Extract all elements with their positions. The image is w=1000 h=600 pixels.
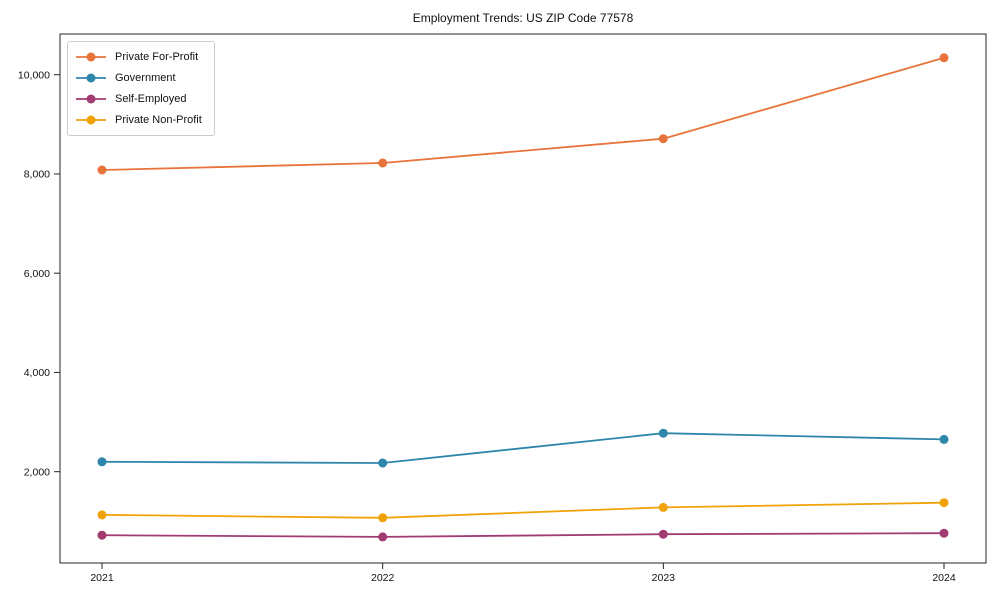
legend-marker-self-employed <box>76 94 106 104</box>
y-tick-label: 8,000 <box>24 169 50 181</box>
x-tick-label: 2023 <box>652 572 676 584</box>
legend-label: Private For-Profit <box>115 51 199 63</box>
legend-item-private-non-profit: Private Non-Profit <box>75 112 202 128</box>
data-point-self-employed <box>939 528 949 538</box>
x-tick-label: 2024 <box>932 572 956 584</box>
data-point-private-non-profit <box>378 513 388 523</box>
legend-label: Government <box>115 72 176 84</box>
data-point-private-non-profit <box>97 510 107 520</box>
legend-label: Private Non-Profit <box>115 114 202 126</box>
data-point-government <box>97 457 107 467</box>
data-point-private-for-profit <box>378 158 388 168</box>
legend-marker-private-for-profit <box>76 52 106 62</box>
legend-marker-private-non-profit <box>76 115 106 125</box>
y-tick-label: 6,000 <box>24 268 50 280</box>
series-line-private-for-profit <box>101 56 945 171</box>
data-point-government <box>939 434 949 444</box>
x-tick-label: 2021 <box>90 572 114 584</box>
data-point-government <box>378 458 388 468</box>
legend-item-government: Government <box>75 70 202 86</box>
series-line-private-non-profit <box>101 501 945 519</box>
data-point-private-for-profit <box>939 53 949 63</box>
series-line-self-employed <box>101 532 945 538</box>
data-point-private-for-profit <box>658 134 668 144</box>
data-point-private-non-profit <box>658 502 668 512</box>
data-point-private-for-profit <box>97 165 107 175</box>
data-point-government <box>658 428 668 438</box>
series-line-government <box>101 432 945 464</box>
legend-label: Self-Employed <box>115 93 187 105</box>
legend-item-private-for-profit: Private For-Profit <box>75 49 202 65</box>
data-point-self-employed <box>658 529 668 539</box>
legend-item-self-employed: Self-Employed <box>75 91 202 107</box>
legend-marker-government <box>76 73 106 83</box>
legend: Private For-Profit Government Self-Employe… <box>67 41 215 136</box>
data-point-private-non-profit <box>939 498 949 508</box>
data-point-self-employed <box>97 530 107 540</box>
y-tick-label: 10,000 <box>18 69 50 81</box>
x-tick-label: 2022 <box>371 572 395 584</box>
y-tick-label: 4,000 <box>24 367 50 379</box>
chart-title: Employment Trends: US ZIP Code 77578 <box>412 11 634 25</box>
data-point-self-employed <box>378 532 388 542</box>
y-tick-label: 2,000 <box>24 466 50 478</box>
